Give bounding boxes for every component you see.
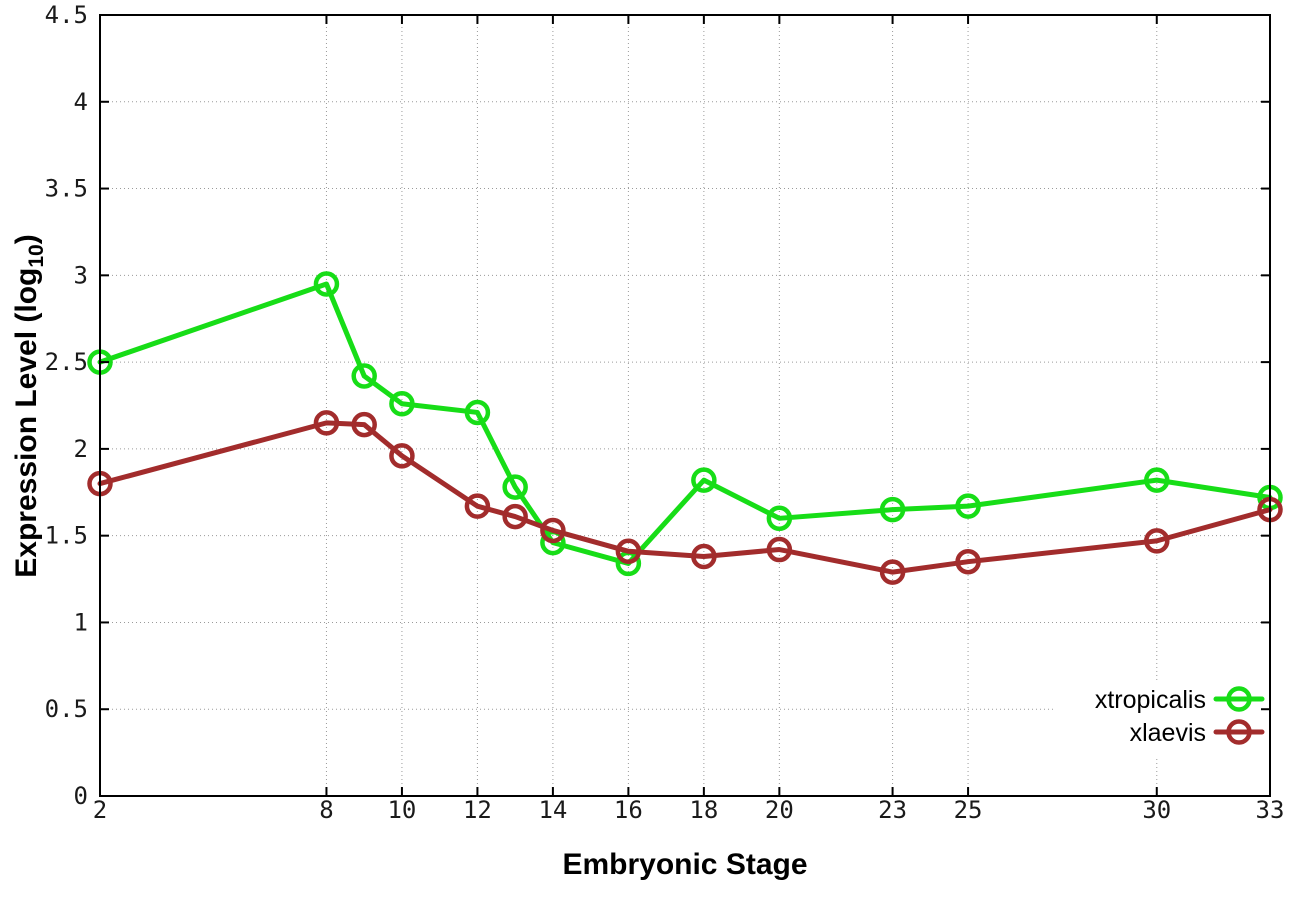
data-point-xlaevis	[389, 443, 415, 469]
x-tick-label: 18	[689, 796, 718, 824]
x-tick-label: 30	[1142, 796, 1171, 824]
x-tick-label: 25	[954, 796, 983, 824]
data-point-xlaevis	[615, 538, 642, 565]
data-point-xtropicalis	[351, 363, 377, 389]
legend-layer: xtropicalis xlaevis	[1056, 680, 1270, 758]
y-axis-title: Expression Level (log10)	[10, 234, 48, 577]
x-tick-label: 33	[1256, 796, 1285, 824]
y-tick-label: 3	[74, 261, 88, 289]
axis-layer: 2 8 10 12 14 16 18 20 23 25 30 33 0 0.5 1 1.5 2 2.5 3 3.5 4 4…	[45, 1, 1285, 824]
y-tick-label: 4.5	[45, 1, 88, 29]
y-tick-label: 0	[74, 782, 88, 810]
data-point-xlaevis	[540, 517, 566, 544]
data-point-xlaevis	[313, 410, 340, 436]
y-tick-label: 4	[74, 88, 88, 116]
data-point-xtropicalis	[1144, 467, 1170, 493]
x-tick-label: 14	[538, 796, 567, 824]
series-line-xtropicalis	[97, 281, 1273, 566]
data-point-xtropicalis	[766, 505, 793, 532]
plot-border	[99, 14, 1271, 797]
data-point-xtropicalis	[502, 474, 528, 500]
x-tick-label: 23	[878, 796, 907, 824]
data-point-xtropicalis	[879, 496, 906, 523]
data-point-xlaevis	[502, 503, 528, 530]
data-point-xtropicalis	[955, 493, 981, 519]
legend-label-xtropicalis: xtropicalis	[1095, 686, 1206, 714]
legend-marker-sample	[1226, 686, 1252, 712]
grid-layer	[99, 14, 1271, 797]
data-point-xtropicalis	[691, 467, 717, 493]
data-point-xtropicalis	[313, 271, 340, 297]
data-point-xlaevis	[351, 411, 377, 438]
data-point-xlaevis	[691, 543, 717, 570]
data-point-xlaevis	[955, 548, 981, 575]
data-point-xlaevis	[1144, 528, 1170, 554]
y-tick-label: 1	[74, 608, 88, 636]
x-tick-label: 20	[765, 796, 794, 824]
legend-item-xtropicalis: xtropicalis	[1095, 686, 1265, 714]
x-tick-label: 10	[387, 796, 416, 824]
data-point-xlaevis	[766, 536, 793, 563]
data-point-xtropicalis	[389, 391, 415, 417]
x-tick-label: 8	[319, 796, 333, 824]
x-tick-label: 16	[614, 796, 643, 824]
y-tick-label: 2	[74, 435, 88, 463]
data-point-xlaevis	[879, 559, 906, 585]
y-tick-label: 3.5	[45, 175, 88, 203]
legend-label-xlaevis: xlaevis	[1130, 719, 1206, 747]
x-tick-label: 12	[463, 796, 492, 824]
x-tick-label: 2	[93, 796, 107, 824]
data-point-xlaevis	[464, 493, 491, 519]
legend-marker-sample	[1226, 719, 1252, 745]
series-layer	[87, 271, 1283, 585]
y-tick-label: 1.5	[45, 522, 88, 550]
legend-background	[1056, 680, 1270, 758]
x-axis-title: Embryonic Stage	[562, 848, 807, 881]
data-point-xtropicalis	[464, 399, 491, 426]
y-tick-label: 2.5	[45, 348, 88, 376]
y-tick-label: 0.5	[45, 695, 88, 723]
legend-item-xlaevis: xlaevis	[1130, 719, 1265, 747]
